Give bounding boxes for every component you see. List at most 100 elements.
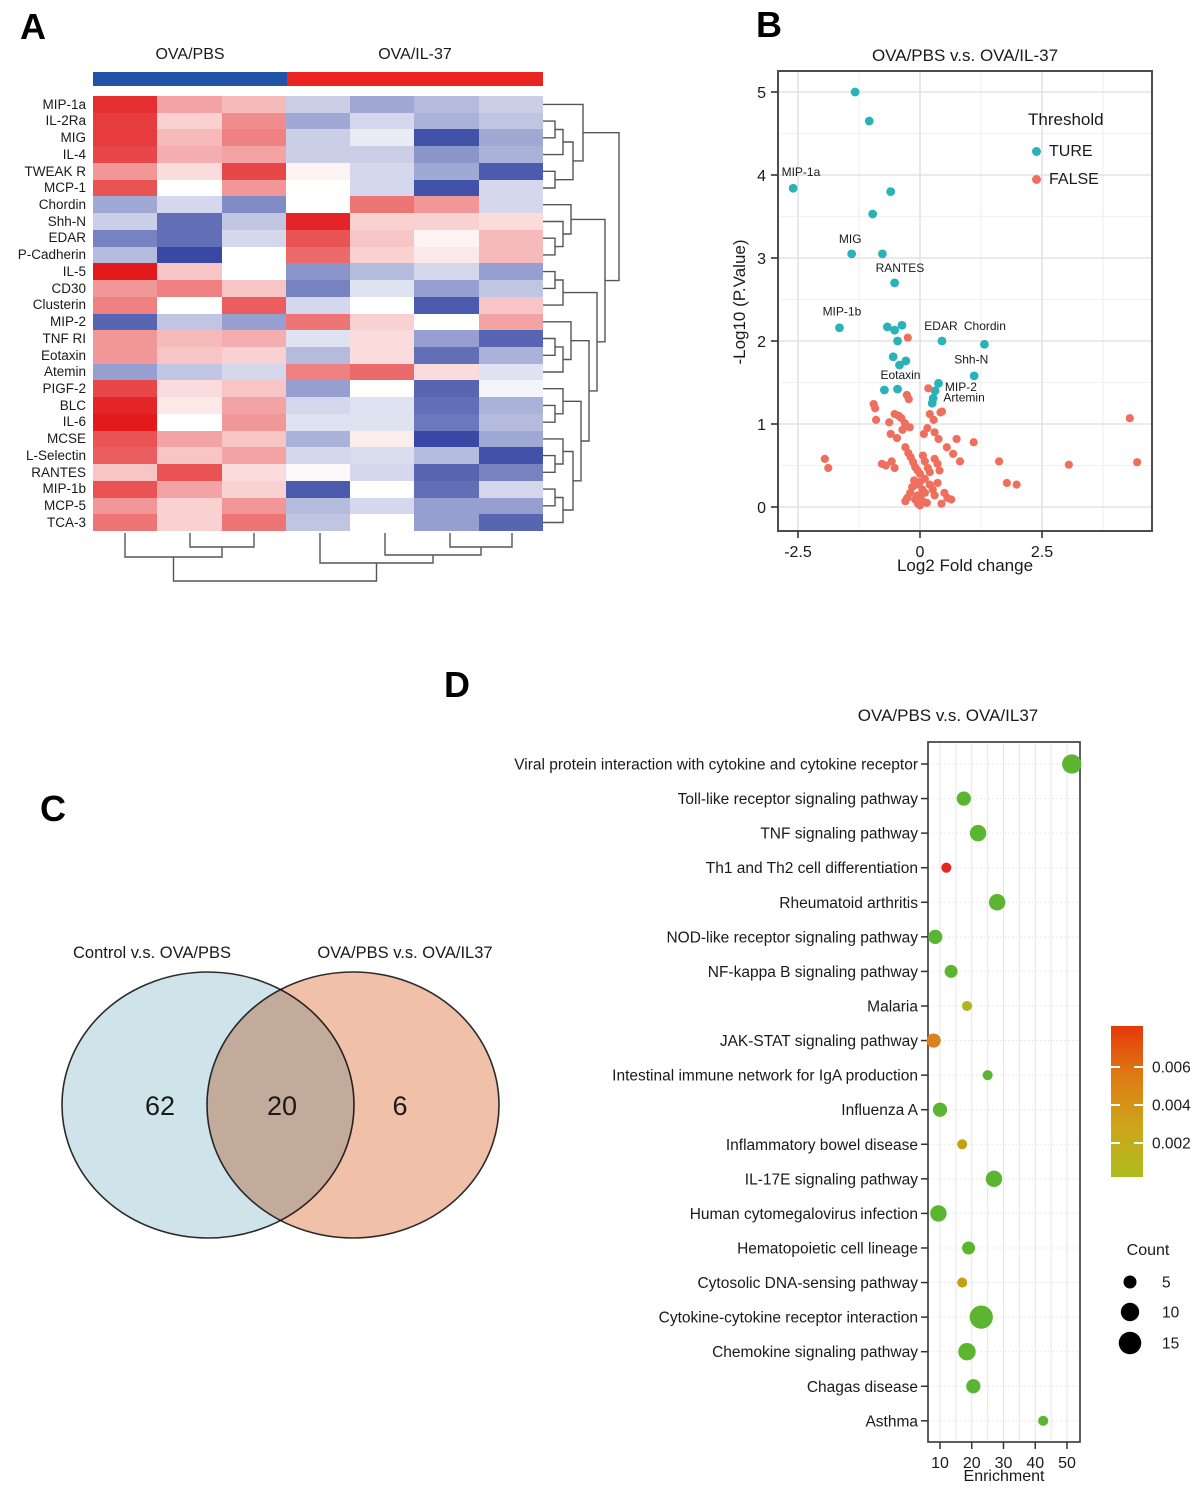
heatmap-row-label: L-Selectin [25,447,86,463]
heatmap-cell [221,229,286,247]
y-tick-label: 0 [757,500,766,517]
heatmap-cell [350,263,415,281]
volcano-point-false [925,468,934,477]
heatmap-cell [93,447,158,465]
heatmap-cell [157,497,222,515]
volcano-point-false [919,429,929,439]
heatmap-cell [93,196,158,214]
volcano-point-ture [886,187,896,197]
volcano-point-false [898,425,907,434]
volcano-point-false [1125,414,1134,423]
volcano-point-false [949,449,958,458]
panel-b-letter: B [756,4,782,45]
volcano-point-false [1064,460,1073,469]
pathway-label: Th1 and Th2 cell differentiation [706,860,918,877]
heatmap-cell [478,146,543,163]
heatmap-cell [285,263,351,281]
heatmap-cell [221,313,286,331]
heatmap-cell [157,213,222,230]
volcano-point-label: Artemin [943,391,984,405]
volcano-point-ture [888,352,898,362]
heatmap-cell [285,380,351,398]
heatmap-cell [157,296,222,314]
heatmap-cell [93,129,158,147]
heatmap-cell [350,146,415,163]
heatmap-cell [221,497,286,515]
heatmap-cell [478,497,543,515]
heatmap-cell [478,213,543,230]
heatmap-annotation-bar-ovail37 [287,72,543,86]
heatmap-cell [478,129,543,147]
x-tick-label: 30 [995,1455,1013,1472]
heatmap-cell [157,464,222,481]
volcano-point-false [824,463,833,473]
enrichment-dot [944,964,958,978]
heatmap-row-label: MCP-1 [43,180,86,196]
heatmap-cell [414,280,479,297]
heatmap-cell [93,497,158,515]
heatmap-cell [157,313,222,331]
count-legend-dot [1123,1275,1137,1289]
heatmap-cell [478,430,543,448]
volcano-legend-item-true: TURE [1032,143,1093,161]
x-tick-label: 40 [1026,1455,1044,1472]
volcano-point-label: RANTES [876,261,925,275]
heatmap-row-label: P-Cadherin [17,247,86,263]
heatmap-cell [93,229,158,247]
volcano-point-false [952,434,961,444]
volcano-legend-item-false: FALSE [1032,171,1099,189]
heatmap-cell [221,280,286,297]
heatmap-row-label: TCA-3 [46,514,86,530]
legend-swatch-true-icon [1032,147,1041,157]
heatmap-cell [221,380,286,398]
heatmap-cell [93,146,158,163]
volcano-point-false [922,498,931,507]
enrichment-plot: Viral protein interaction with cytokine … [514,741,1191,1472]
pvalue-colorbar [1111,1026,1143,1177]
colorbar-tick-label: 0.002 [1152,1136,1191,1153]
heatmap-cell [221,480,286,498]
volcano-point-false [910,476,919,485]
heatmap-cell [157,480,222,498]
enrichment-dot [988,894,1006,911]
heatmap-cell [157,430,222,448]
volcano-point-false [934,434,943,444]
heatmap-cell [93,213,158,230]
heatmap-cell [93,430,158,448]
heatmap-cell [478,464,543,481]
heatmap-row-label: MCP-5 [43,498,86,514]
enrichment-dot [962,1241,976,1255]
venn-right-set-label: OVA/PBS v.s. OVA/IL37 [317,944,493,962]
heatmap-row-label: IL-4 [62,146,86,162]
volcano-point-false [930,428,939,437]
enrichment-dot [961,1000,973,1012]
legend-swatch-false-icon [1032,175,1041,185]
volcano-point-false [915,501,925,510]
panel-d-letter: D [444,664,470,705]
colorbar-tick-label: 0.006 [1152,1060,1191,1077]
heatmap-cell [157,263,222,281]
heatmap-cell [157,514,222,531]
heatmap-cell [350,129,415,147]
venn-right-circle [206,971,500,1239]
volcano-point-ture [890,278,900,288]
heatmap-cell [157,380,222,398]
heatmap-cell [285,363,351,381]
panel-c-letter: C [40,788,66,829]
enrichment-dot [969,824,987,842]
heatmap-cell [350,464,415,481]
volcano-point-label: MIP-1b [823,304,862,318]
heatmap-cell [285,464,351,481]
volcano-point-ture [850,87,860,97]
heatmap-cell [93,280,158,297]
heatmap-row-label: BLC [59,397,86,413]
heatmap-cell [221,213,286,230]
heatmap-cell [93,246,158,264]
heatmap-cell [285,430,351,448]
heatmap-cell [350,480,415,498]
heatmap-cell [478,447,543,465]
heatmap-cell [478,229,543,247]
heatmap-cell [478,363,543,381]
pathway-label: Human cytomegalovirus infection [690,1206,918,1223]
heatmap-cell [478,263,543,281]
